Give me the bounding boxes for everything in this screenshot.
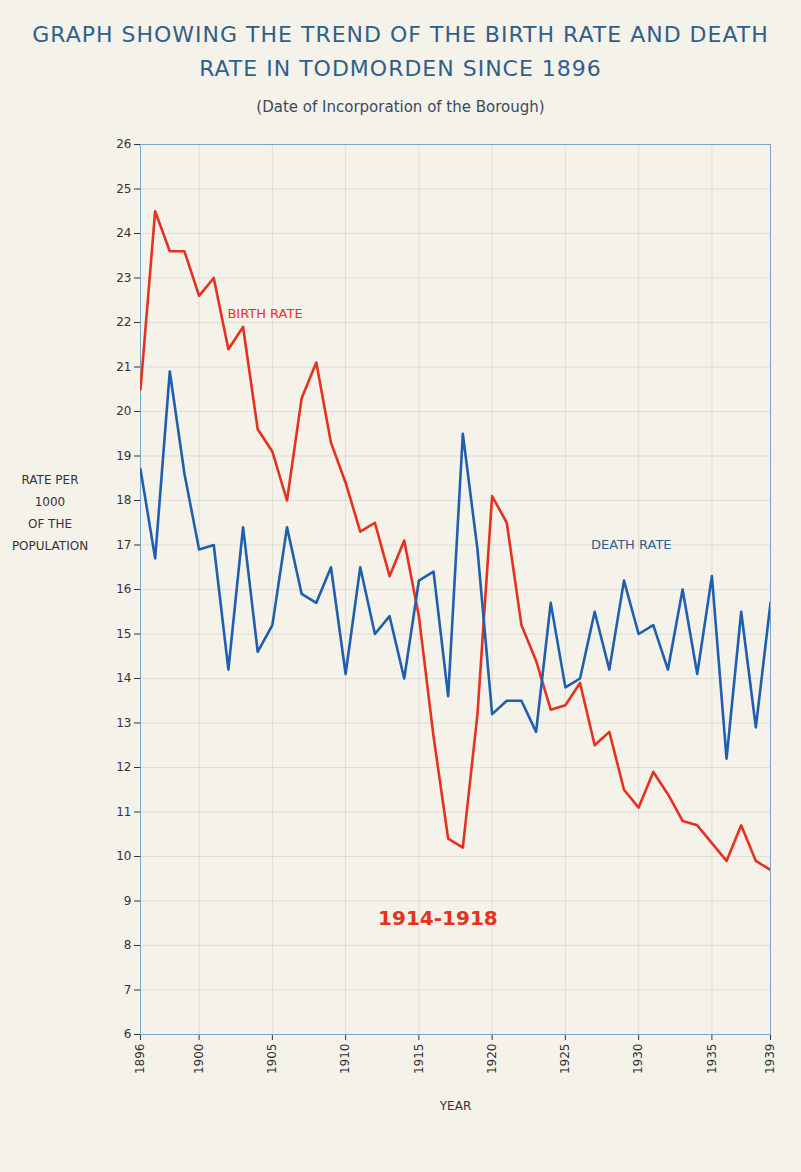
svg-text:8: 8 [124,938,132,952]
svg-text:9: 9 [124,894,132,908]
svg-text:1939: 1939 [763,1044,777,1075]
svg-text:1930: 1930 [631,1044,645,1075]
svg-text:1914-1918: 1914-1918 [378,906,498,930]
svg-text:16: 16 [116,582,131,596]
svg-text:6: 6 [124,1027,132,1041]
svg-text:12: 12 [116,760,131,774]
svg-text:26: 26 [116,137,131,151]
svg-text:1935: 1935 [705,1044,719,1075]
svg-text:22: 22 [116,315,131,329]
svg-text:1910: 1910 [338,1044,352,1075]
svg-text:24: 24 [116,226,131,240]
svg-text:1920: 1920 [485,1044,499,1075]
svg-text:17: 17 [116,538,131,552]
html-text:(Date of Incorporation of the: (Date of Incorporation of the Borough) [256,98,545,116]
svg-text:18: 18 [116,493,131,507]
svg-text:1915: 1915 [412,1044,426,1075]
svg-text:1905: 1905 [265,1044,279,1075]
svg-text:YEAR: YEAR [439,1099,471,1113]
svg-text:1925: 1925 [558,1044,572,1075]
svg-text:7: 7 [124,983,132,997]
svg-text:11: 11 [116,805,131,819]
svg-text:13: 13 [116,716,131,730]
svg-text:BIRTH RATE: BIRTH RATE [227,306,302,321]
svg-text:21: 21 [116,360,131,374]
svg-text:19: 19 [116,449,131,463]
svg-text:DEATH RATE: DEATH RATE [591,537,672,552]
svg-text:15: 15 [116,627,131,641]
svg-text:20: 20 [116,404,131,418]
svg-text:23: 23 [116,271,131,285]
svg-text:1900: 1900 [192,1044,206,1075]
svg-text:14: 14 [116,671,131,685]
svg-text:1896: 1896 [133,1044,147,1075]
svg-text:10: 10 [116,849,131,863]
svg-text:25: 25 [116,182,131,196]
html-text:GRAPH SHOWING THE TREND OF THE: GRAPH SHOWING THE TREND OF THE BIRTH RAT… [32,22,769,81]
html-text:RATE PER 1000 OF THE POPULATIO: RATE PER 1000 OF THE POPULATION [11,473,89,553]
